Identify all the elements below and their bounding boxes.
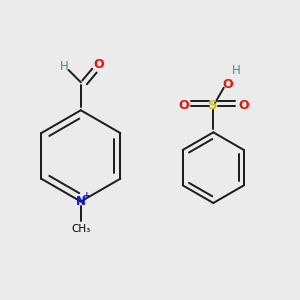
Text: H: H	[59, 60, 68, 73]
Text: +: +	[83, 191, 91, 200]
Text: H: H	[232, 64, 241, 76]
Text: O: O	[178, 99, 189, 112]
Text: S: S	[208, 99, 218, 112]
Text: O: O	[93, 58, 104, 71]
Text: CH₃: CH₃	[71, 224, 90, 235]
Text: N: N	[76, 195, 86, 208]
Text: O: O	[238, 99, 249, 112]
Text: O: O	[222, 78, 232, 91]
